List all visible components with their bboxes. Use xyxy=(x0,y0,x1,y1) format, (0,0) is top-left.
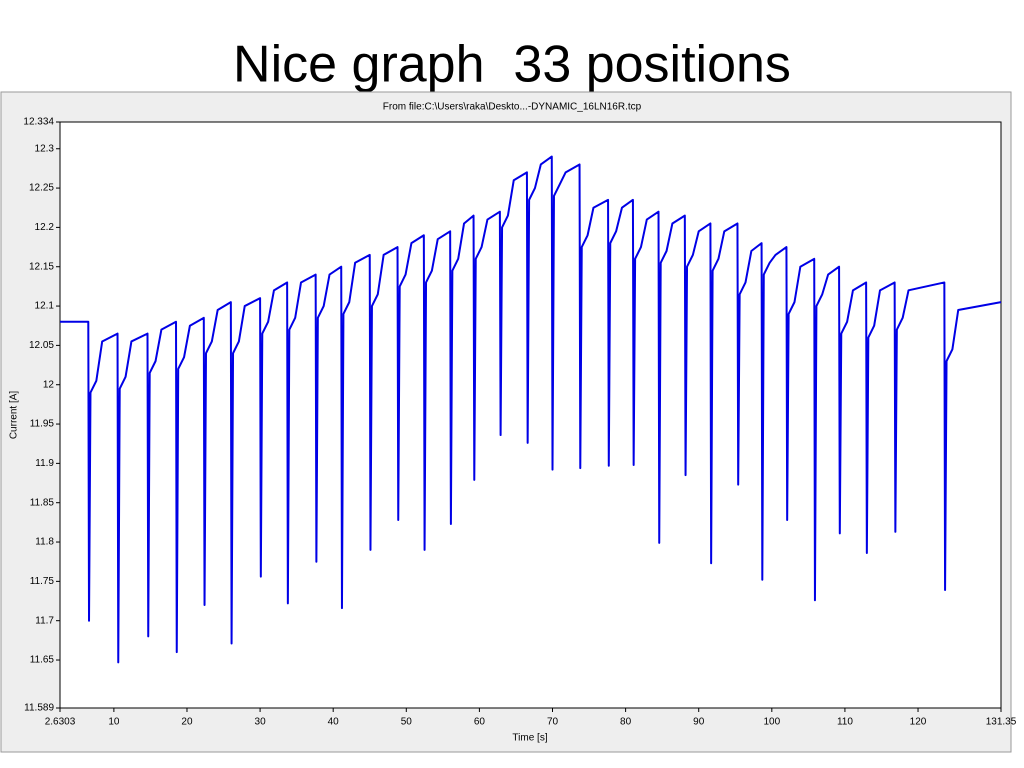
x-tick-label: 20 xyxy=(181,717,193,728)
y-axis-label: Current [A] xyxy=(9,391,20,440)
y-tick-label: 11.8 xyxy=(35,537,54,548)
y-tick-label: 11.95 xyxy=(30,419,55,430)
y-tick-label: 11.7 xyxy=(35,615,54,626)
slide-title: Nice graph 33 positions xyxy=(233,36,791,94)
y-tick-label: 12.15 xyxy=(29,261,54,272)
plot-area xyxy=(59,121,1002,709)
x-tick-label: 70 xyxy=(547,717,559,728)
y-tick-label: 12.05 xyxy=(29,340,54,351)
y-tick-label: 12.334 xyxy=(23,117,54,128)
x-tick-label: 40 xyxy=(328,717,340,728)
y-tick-label: 11.589 xyxy=(24,703,54,714)
data-line xyxy=(60,155,1002,664)
x-axis-label: Time [s] xyxy=(512,733,547,744)
y-tick-label: 11.9 xyxy=(35,458,54,469)
x-tick-label: 80 xyxy=(620,717,632,728)
y-tick-label: 12 xyxy=(43,379,55,390)
y-tick-label: 11.85 xyxy=(30,497,55,508)
y-tick-label: 12.3 xyxy=(35,143,55,154)
x-tick-label: 2.6303 xyxy=(45,717,76,728)
x-tick-label: 131.35 xyxy=(986,717,1017,728)
x-tick-label: 50 xyxy=(401,717,413,728)
x-tick-label: 110 xyxy=(837,717,853,728)
y-tick-label: 12.2 xyxy=(35,222,55,233)
x-tick-label: 60 xyxy=(474,717,486,728)
x-tick-label: 10 xyxy=(108,717,120,728)
x-tick-label: 100 xyxy=(763,717,780,728)
y-tick-label: 11.65 xyxy=(30,655,55,666)
x-tick-label: 90 xyxy=(693,717,705,728)
y-tick-label: 12.1 xyxy=(35,301,55,312)
y-tick-label: 12.25 xyxy=(29,183,54,194)
x-tick-label: 30 xyxy=(255,717,267,728)
x-tick-label: 120 xyxy=(910,717,927,728)
chart-title: From file:C:\Users\raka\Deskto...-DYNAMI… xyxy=(383,102,642,113)
y-tick-label: 11.75 xyxy=(30,576,55,587)
